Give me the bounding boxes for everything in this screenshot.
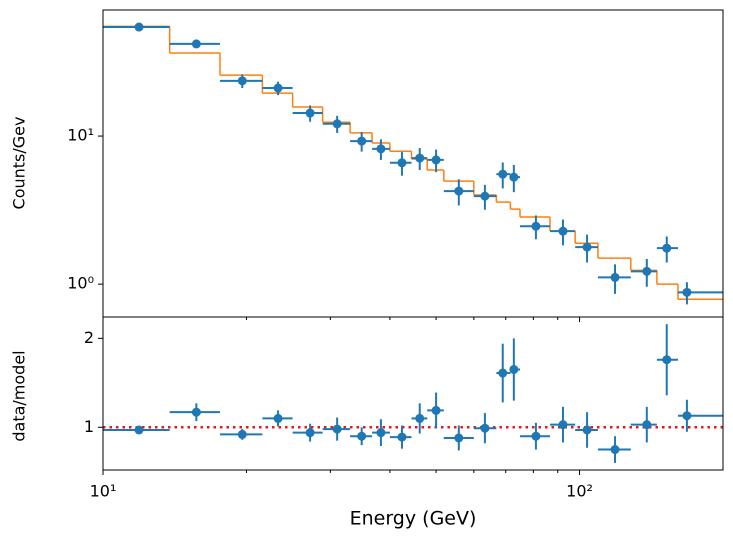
data-point: [397, 432, 407, 442]
data-point: [642, 266, 652, 276]
data-point: [454, 433, 464, 443]
data-point: [642, 420, 652, 430]
y-axis-label: Counts/Gev: [10, 117, 29, 210]
data-point: [273, 413, 283, 423]
data-point: [509, 172, 519, 182]
data-point: [191, 39, 201, 49]
data-point: [682, 411, 692, 421]
data-point: [376, 144, 386, 154]
data-point: [610, 445, 620, 455]
y-axis-label: data/model: [10, 350, 29, 441]
data-point: [191, 407, 201, 417]
x-tick-label: 10¹: [90, 482, 117, 501]
data-point: [305, 108, 315, 118]
data-point: [610, 272, 620, 282]
data-point: [357, 136, 367, 146]
data-point: [682, 287, 692, 297]
data-point: [415, 413, 425, 423]
data-point: [273, 83, 283, 93]
data-point: [305, 428, 315, 438]
y-tick-label: 10¹: [67, 126, 94, 145]
data-point: [237, 76, 247, 86]
y-tick-label: 10⁰: [67, 274, 94, 293]
x-tick-label: 10²: [566, 482, 593, 501]
data-point: [332, 424, 342, 434]
data-point: [332, 119, 342, 129]
data-point: [582, 242, 592, 252]
plot-frame: [102, 316, 724, 471]
data-point: [582, 425, 592, 435]
y-tick-label: 2: [84, 328, 94, 347]
data-point: [498, 368, 508, 378]
data-point: [558, 226, 568, 236]
data-point: [134, 22, 144, 32]
data-point: [498, 169, 508, 179]
data-point: [531, 221, 541, 231]
data-point: [480, 423, 490, 433]
data-point: [454, 186, 464, 196]
data-point: [237, 429, 247, 439]
plot-frame: [102, 9, 724, 318]
data-point: [558, 420, 568, 430]
data-point: [509, 364, 519, 374]
data-point: [376, 428, 386, 438]
x-axis-label: Energy (GeV): [350, 508, 477, 530]
data-point: [357, 431, 367, 441]
data-point: [662, 355, 672, 365]
data-point: [431, 155, 441, 165]
data-point: [397, 158, 407, 168]
data-point: [431, 405, 441, 415]
data-point: [531, 431, 541, 441]
data-point: [662, 243, 672, 253]
y-tick-label: 1: [84, 417, 94, 436]
data-point: [134, 425, 144, 435]
data-point: [480, 191, 490, 201]
data-point: [415, 153, 425, 163]
